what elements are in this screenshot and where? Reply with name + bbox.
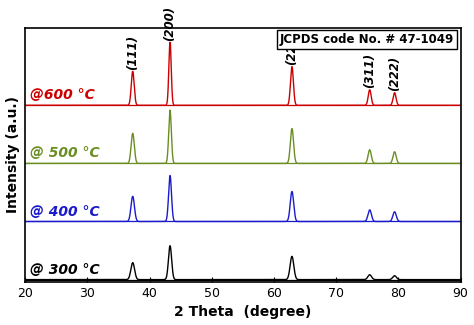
Text: @ 500 °C: @ 500 °C (30, 147, 100, 161)
Text: @ 300 °C: @ 300 °C (30, 263, 100, 277)
Text: @ 400 °C: @ 400 °C (30, 205, 100, 219)
Y-axis label: Intensity (a.u.): Intensity (a.u.) (6, 97, 19, 214)
Text: (220): (220) (285, 30, 299, 65)
X-axis label: 2 Theta  (degree): 2 Theta (degree) (174, 306, 311, 319)
Text: (222): (222) (388, 56, 401, 91)
Text: (311): (311) (363, 53, 376, 88)
Text: (200): (200) (164, 6, 176, 41)
Text: (111): (111) (126, 35, 139, 70)
Text: JCPDS code No. # 47-1049: JCPDS code No. # 47-1049 (280, 33, 454, 46)
Text: @600 °C: @600 °C (30, 88, 95, 102)
